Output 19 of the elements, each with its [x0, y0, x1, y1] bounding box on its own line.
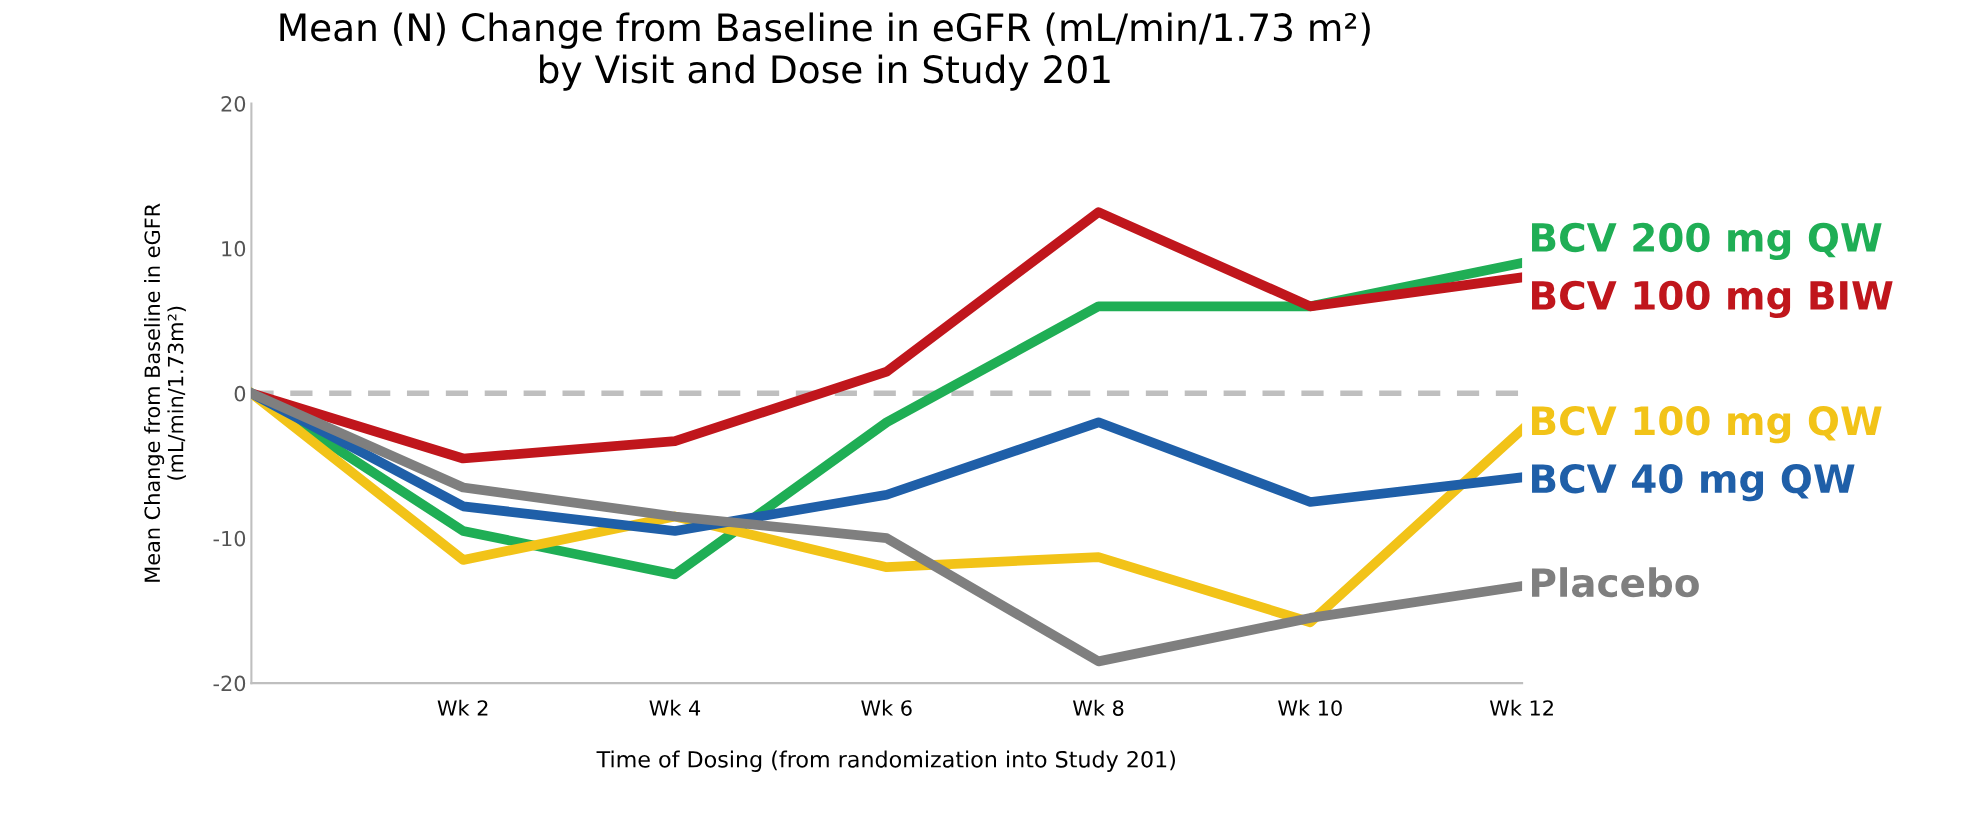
- y-tick-label: -20: [213, 675, 246, 692]
- y-tick-label: 20: [221, 95, 246, 112]
- series-label: BCV 40 mg QW: [1532, 463, 1855, 502]
- y-tick-label: 0: [234, 385, 246, 402]
- x-tick-label: Wk 10: [1278, 699, 1342, 716]
- series-label: Placebo: [1532, 567, 1699, 598]
- series-label: BCV 200 mg QW: [1532, 222, 1882, 260]
- series-label: BCV 100 mg BIW: [1532, 280, 1893, 318]
- series-label: BCV 100 mg QW: [1532, 406, 1882, 444]
- x-tick-label: Wk 12: [1489, 699, 1553, 716]
- x-tick-label: Wk 2: [437, 699, 488, 716]
- y-tick-label: 10: [222, 240, 246, 257]
- y-axis-title: Mean Change from Baseline in eGFR (mL/min/1.73m²): [144, 203, 186, 582]
- x-axis-title: Time of Dosing (from randomization into Study 201): [596, 750, 1175, 772]
- x-tick-label: Wk 4: [649, 699, 701, 716]
- x-tick-label: Wk 8: [1072, 699, 1124, 716]
- x-tick-label: Wk 6: [861, 699, 912, 716]
- chart-title: Mean (N) Change from Baseline in eGFR (mL/min/1.73 m²) by Visit and Dose in Study 201: [280, 12, 1370, 91]
- y-tick-label: -10: [213, 530, 246, 547]
